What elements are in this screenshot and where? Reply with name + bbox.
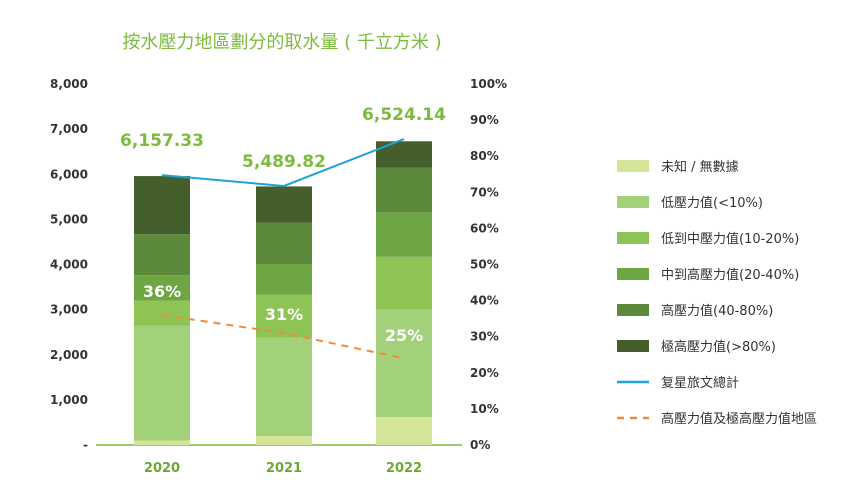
y-tick-label: 8,000 bbox=[50, 77, 88, 91]
legend-label: 高壓力值(40-80%) bbox=[661, 303, 773, 319]
y2-tick-label: 90% bbox=[470, 113, 499, 127]
bar-segment bbox=[134, 325, 190, 441]
x-tick-label: 2022 bbox=[386, 461, 422, 476]
total-data-label: 6,157.33 bbox=[120, 131, 204, 151]
bar-segment bbox=[256, 337, 312, 436]
x-tick-label: 2020 bbox=[144, 461, 180, 476]
bar-segment bbox=[134, 176, 190, 235]
y2-tick-label: 60% bbox=[470, 221, 499, 235]
bar-segment bbox=[256, 222, 312, 265]
legend-label: 未知 / 無數據 bbox=[661, 159, 739, 175]
legend-label: 低壓力值(<10%) bbox=[661, 195, 763, 211]
bar-segment bbox=[376, 417, 432, 445]
y2-tick-label: 100% bbox=[470, 77, 507, 91]
x-tick-label: 2021 bbox=[266, 461, 302, 476]
y-tick-label: 7,000 bbox=[50, 122, 88, 136]
bar-segment bbox=[134, 300, 190, 326]
y-tick-label: 2,000 bbox=[50, 348, 88, 362]
y-tick-label: 6,000 bbox=[50, 167, 88, 181]
bar-segment bbox=[134, 440, 190, 445]
y-tick-label: - bbox=[83, 438, 88, 452]
total-data-label: 5,489.82 bbox=[242, 152, 326, 172]
y2-tick-label: 80% bbox=[470, 149, 499, 163]
legend-label: 复星旅文總計 bbox=[661, 375, 739, 391]
legend-label: 高壓力值及極高壓力值地區 bbox=[661, 411, 817, 427]
legend-swatch bbox=[617, 160, 649, 172]
bar-segment bbox=[376, 212, 432, 257]
bar-segment bbox=[134, 275, 190, 301]
bar-segment bbox=[376, 309, 432, 418]
bar-segment bbox=[256, 435, 312, 445]
y-tick-label: 4,000 bbox=[50, 258, 88, 272]
legend-swatch bbox=[617, 232, 649, 244]
legend-swatch bbox=[617, 196, 649, 208]
percent-data-label: 25% bbox=[385, 326, 423, 345]
bar-segment bbox=[376, 141, 432, 168]
y2-tick-label: 30% bbox=[470, 330, 499, 344]
y-tick-label: 1,000 bbox=[50, 393, 88, 407]
bar-segment bbox=[256, 186, 312, 223]
total-data-label: 6,524.14 bbox=[362, 105, 446, 125]
y2-tick-label: 20% bbox=[470, 366, 499, 380]
legend-swatch bbox=[617, 340, 649, 352]
y2-tick-label: 70% bbox=[470, 185, 499, 199]
bar-segment bbox=[256, 264, 312, 295]
legend-label: 低到中壓力值(10-20%) bbox=[661, 231, 799, 247]
percent-data-label: 36% bbox=[143, 282, 181, 301]
bar-segment bbox=[134, 234, 190, 276]
chart-title: 按水壓力地區劃分的取水量 ( 千立方米 ) bbox=[122, 32, 441, 53]
bar-segment bbox=[376, 256, 432, 310]
y-tick-label: 5,000 bbox=[50, 212, 88, 226]
legend-label: 極高壓力值(>80%) bbox=[661, 339, 776, 355]
total-line bbox=[161, 138, 405, 187]
legend-swatch bbox=[617, 304, 649, 316]
y2-tick-label: 0% bbox=[470, 438, 490, 452]
percent-data-label: 31% bbox=[265, 305, 303, 324]
bar-segment bbox=[376, 167, 432, 213]
legend-label: 中到高壓力值(20-40%) bbox=[661, 267, 799, 283]
y2-tick-label: 10% bbox=[470, 402, 499, 416]
y-tick-label: 3,000 bbox=[50, 303, 88, 317]
high-stress-line bbox=[161, 314, 405, 360]
y2-tick-label: 50% bbox=[470, 258, 499, 272]
legend-swatch bbox=[617, 268, 649, 280]
y2-tick-label: 40% bbox=[470, 294, 499, 308]
